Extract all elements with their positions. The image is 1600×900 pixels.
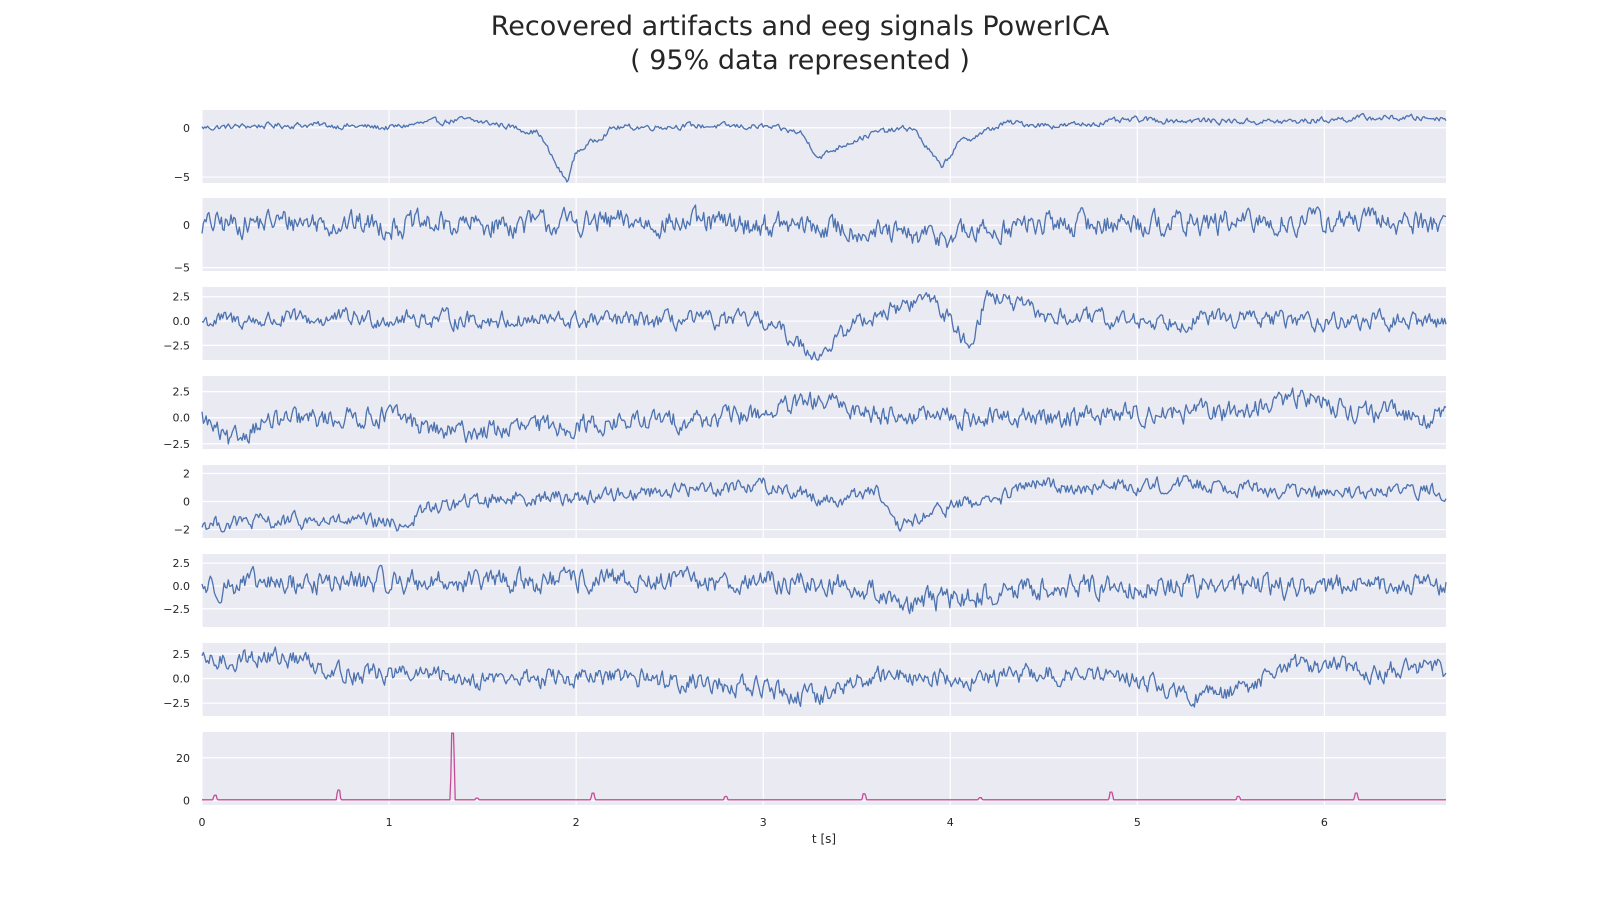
x-tick-label: 2 xyxy=(573,816,580,829)
y-tick-label: 2 xyxy=(183,467,190,480)
subplot-8: 20 0 xyxy=(176,732,1446,808)
signal-line-8 xyxy=(202,732,1446,801)
subplot-background xyxy=(202,287,1446,360)
y-tick-label: −2.5 xyxy=(163,603,190,616)
signal-line-2 xyxy=(201,204,1447,249)
x-tick-label: 6 xyxy=(1321,816,1328,829)
subplot-background xyxy=(202,732,1446,805)
y-tick-label: 2.5 xyxy=(173,648,191,661)
x-tick-label: 0 xyxy=(199,816,206,829)
signal-line-3 xyxy=(201,289,1447,361)
x-tick-label: 5 xyxy=(1134,816,1141,829)
subplot-2: 0 −5 xyxy=(174,198,1447,275)
signal-line-6 xyxy=(201,564,1447,615)
y-tick-label: 0 xyxy=(183,122,190,135)
y-tick-label: 20 xyxy=(176,752,190,765)
signal-line-4 xyxy=(201,387,1447,445)
y-tick-label: −5 xyxy=(174,262,190,275)
chart-title-line1: Recovered artifacts and eeg signals Powe… xyxy=(490,11,1110,42)
y-tick-label: 0 xyxy=(183,496,190,509)
y-tick-label: 0.0 xyxy=(173,412,191,425)
x-tick-label: 1 xyxy=(386,816,393,829)
y-tick-label: −2.5 xyxy=(163,697,190,710)
y-tick-label: 0.0 xyxy=(173,673,191,686)
y-tick-label: 2.5 xyxy=(173,291,191,304)
signal-line-5 xyxy=(201,474,1447,533)
x-tick-label: 3 xyxy=(760,816,767,829)
subplot-stack: 0−50−52.50.0−2.52.50.0−2.520−22.50.0−2.5… xyxy=(163,110,1447,808)
signal-line-1 xyxy=(201,112,1447,183)
x-axis-label: t [s] xyxy=(812,832,836,846)
x-axis: 0 1 2 3 4 5 6 xyxy=(199,816,1328,829)
y-tick-label: 0.0 xyxy=(173,580,191,593)
x-tick-label: 4 xyxy=(947,816,954,829)
y-tick-label: −2 xyxy=(174,524,190,537)
y-tick-label: −2.5 xyxy=(163,438,190,451)
chart-title-line2: ( 95% data represented ) xyxy=(630,45,970,76)
chart-title: Recovered artifacts and eeg signals Powe… xyxy=(0,10,1600,78)
subplot-1: 0 −5 xyxy=(174,110,1447,184)
y-tick-label: 2.5 xyxy=(173,557,191,570)
signal-line-7 xyxy=(201,646,1447,708)
subplot-4: 2.5 0.0 −2.5 xyxy=(163,376,1447,451)
subplot-3: 2.5 0.0 −2.5 xyxy=(163,287,1447,361)
y-tick-label: 2.5 xyxy=(173,386,191,399)
y-tick-label: 0 xyxy=(183,795,190,808)
subplot-6: 2.5 0.0 −2.5 xyxy=(163,554,1447,627)
y-tick-label: 0 xyxy=(183,219,190,232)
subplot-5: 2 0 −2 xyxy=(174,465,1447,538)
y-tick-label: 0.0 xyxy=(173,315,191,328)
y-tick-label: −2.5 xyxy=(163,339,190,352)
y-tick-label: −5 xyxy=(174,171,190,184)
subplot-7: 2.5 0.0 −2.5 xyxy=(163,643,1447,716)
